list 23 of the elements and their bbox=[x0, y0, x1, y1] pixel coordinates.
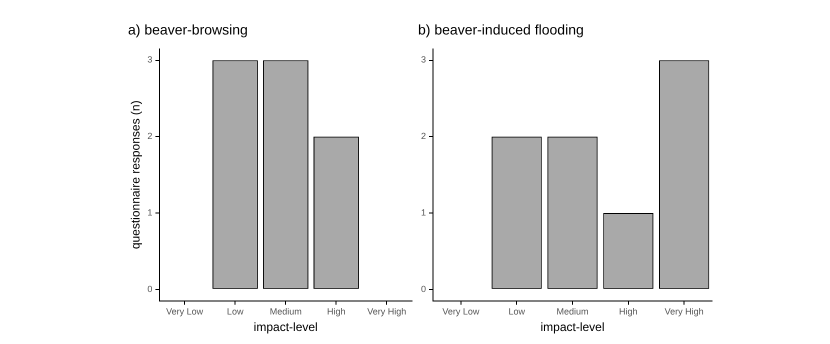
x-tick-label: High bbox=[619, 306, 638, 317]
x-tick-label: High bbox=[326, 306, 346, 317]
x-tick-label: Very Low bbox=[166, 306, 204, 317]
x-tick-label: Medium bbox=[270, 306, 302, 317]
x-axis-title: impact-level bbox=[540, 320, 605, 334]
y-tick-label: 2 bbox=[147, 131, 152, 142]
x-tick-label: Very High bbox=[664, 306, 704, 317]
x-tick-label: Very Low bbox=[442, 306, 480, 317]
y-axis-title: questionnaire responses (n) bbox=[128, 100, 143, 250]
y-tick-label: 2 bbox=[420, 131, 426, 142]
y-tick-label: 1 bbox=[147, 207, 152, 218]
chart-title: a) beaver-browsing bbox=[128, 21, 248, 38]
y-tick-label: 0 bbox=[147, 284, 152, 294]
x-tick-label: Medium bbox=[556, 306, 589, 317]
x-tick-label: Low bbox=[226, 306, 244, 317]
y-tick-label: 3 bbox=[420, 54, 426, 65]
y-tick-label: 3 bbox=[147, 54, 152, 65]
x-tick-label: Low bbox=[508, 306, 526, 317]
x-axis-title: impact-level bbox=[254, 320, 318, 334]
chart-title: b) beaver-induced flooding bbox=[418, 21, 584, 38]
y-tick-label: 1 bbox=[420, 207, 426, 218]
y-tick-label: 0 bbox=[420, 284, 426, 294]
x-tick-label: Very High bbox=[367, 306, 406, 317]
